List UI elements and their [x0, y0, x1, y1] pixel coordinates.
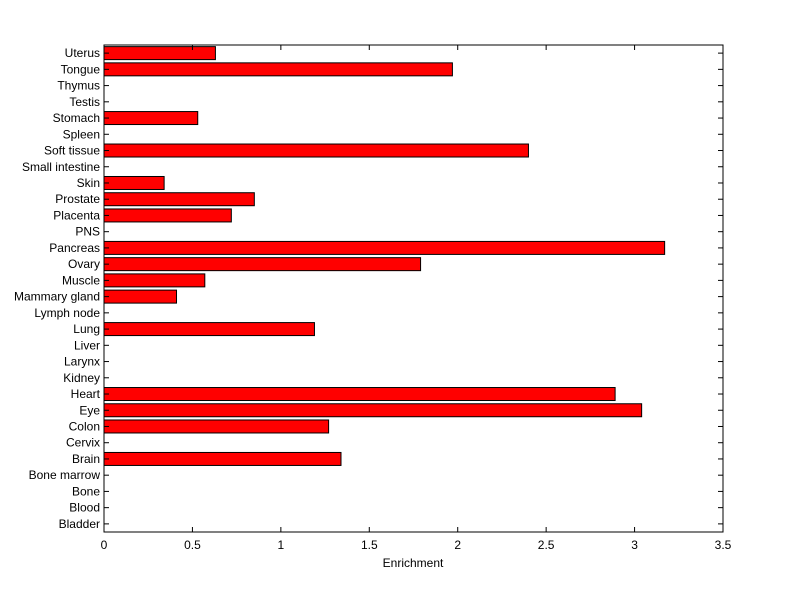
y-tick-label: Prostate: [55, 192, 100, 206]
bar-soft-tissue: [103, 143, 529, 158]
x-tick-label: 3: [631, 538, 638, 552]
y-tick-label: PNS: [75, 225, 100, 239]
bar-stomach: [103, 111, 199, 126]
y-tick-label: Thymus: [57, 79, 100, 93]
y-tick-label: Bladder: [59, 517, 100, 531]
y-tick-label: Brain: [72, 452, 100, 466]
bar-pancreas: [103, 240, 666, 255]
y-tick-label: Skin: [77, 176, 100, 190]
x-axis-ticks: 0 0.5 1 1.5 2 2.5 3 3.5: [101, 45, 732, 552]
plot-frame: [103, 44, 724, 533]
x-tick-label: 2.5: [538, 538, 555, 552]
x-tick-label: 3.5: [715, 538, 732, 552]
bar-lung: [103, 322, 315, 337]
y-tick-label: Soft tissue: [44, 144, 100, 158]
x-tick-label: 1: [278, 538, 285, 552]
bar-colon: [103, 419, 330, 434]
x-tick-label: 0: [101, 538, 108, 552]
y-tick-label: Tongue: [61, 62, 101, 76]
y-tick-label: Muscle: [62, 273, 100, 287]
bar-eye: [103, 403, 643, 418]
y-tick-label: Testis: [69, 95, 100, 109]
x-tick-label: 0.5: [184, 538, 201, 552]
y-tick-label: Cervix: [66, 436, 100, 450]
y-tick-label: Bone: [72, 484, 100, 498]
y-tick-label: Bone marrow: [29, 468, 101, 482]
plot-area: [104, 45, 723, 532]
bar-ovary: [103, 257, 422, 272]
y-tick-label: Small intestine: [22, 160, 100, 174]
y-tick-label: Uterus: [65, 46, 100, 60]
bar-heart: [103, 387, 616, 402]
y-tick-label: Pancreas: [49, 241, 100, 255]
bar-skin: [103, 175, 165, 190]
y-tick-label: Heart: [71, 387, 101, 401]
y-tick-label: Lymph node: [34, 306, 100, 320]
y-axis-ticks: Bladder Blood Bone Bone marrow Brain Cervix Co…: [14, 46, 723, 531]
x-tick-label: 2: [454, 538, 461, 552]
y-tick-label: Kidney: [63, 371, 100, 385]
y-tick-label: Stomach: [53, 111, 100, 125]
y-tick-label: Liver: [74, 338, 100, 352]
y-tick-label: Lung: [73, 322, 100, 336]
bar-placenta: [103, 208, 232, 223]
bar-prostate: [103, 192, 255, 207]
x-tick-label: 1.5: [361, 538, 378, 552]
y-tick-label: Spleen: [63, 127, 100, 141]
y-tick-label: Ovary: [68, 257, 100, 271]
bar-mammary-gland: [103, 289, 178, 304]
bar-tongue: [103, 62, 453, 77]
y-tick-label: Eye: [79, 403, 100, 417]
y-tick-label: Larynx: [64, 355, 100, 369]
y-tick-label: Mammary gland: [14, 290, 100, 304]
bar-uterus: [103, 46, 216, 61]
x-axis-label: Enrichment: [383, 556, 444, 570]
y-tick-label: Blood: [69, 501, 100, 515]
y-tick-label: Colon: [69, 419, 100, 433]
bar-muscle: [103, 273, 206, 288]
y-tick-label: Placenta: [53, 208, 100, 222]
bar-brain: [103, 451, 342, 466]
